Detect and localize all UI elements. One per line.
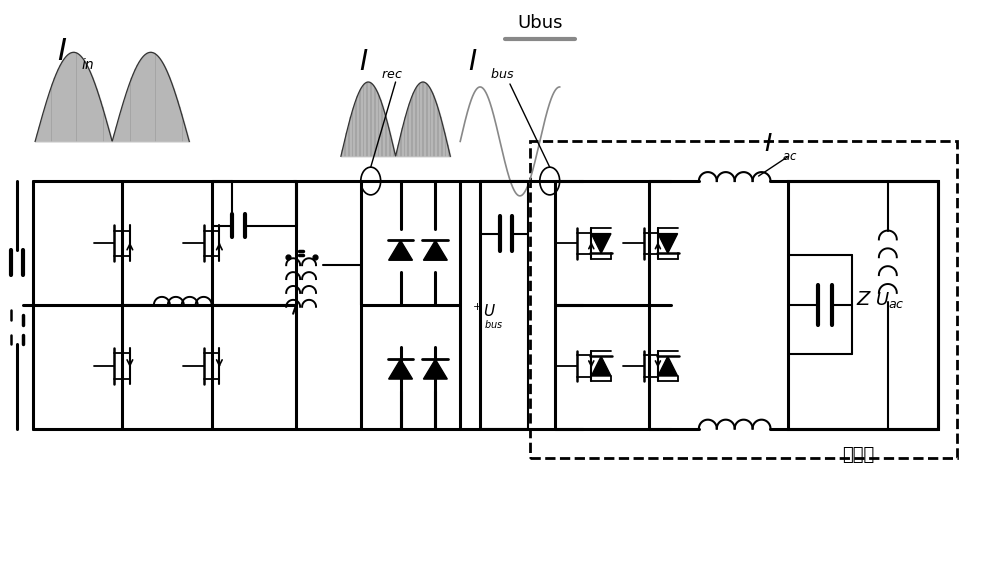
Polygon shape <box>423 359 447 379</box>
Text: $_{rec}$: $_{rec}$ <box>381 63 403 81</box>
Polygon shape <box>658 356 678 376</box>
Text: $_{bus}$: $_{bus}$ <box>484 317 503 331</box>
Text: $^+U$: $^+U$ <box>470 303 497 320</box>
Text: $_{ac}$: $_{ac}$ <box>782 144 798 162</box>
Text: $Z$: $Z$ <box>856 290 872 309</box>
Bar <box>530 141 957 458</box>
Text: $_{in}$: $_{in}$ <box>81 53 95 72</box>
Polygon shape <box>591 234 611 253</box>
Text: $U_{ac}$: $U_{ac}$ <box>875 290 905 310</box>
Text: $I$: $I$ <box>764 132 772 156</box>
Polygon shape <box>423 241 447 260</box>
Text: $I$: $I$ <box>359 48 368 76</box>
Polygon shape <box>658 234 678 253</box>
Text: $I$: $I$ <box>468 48 478 76</box>
Text: 逆变器: 逆变器 <box>842 446 874 465</box>
Polygon shape <box>389 359 412 379</box>
Text: $I$: $I$ <box>57 37 68 66</box>
Text: Ubus: Ubus <box>517 14 563 32</box>
Polygon shape <box>389 241 412 260</box>
Polygon shape <box>591 356 611 376</box>
Text: $_{bus}$: $_{bus}$ <box>490 63 515 82</box>
Bar <box>788 181 938 429</box>
